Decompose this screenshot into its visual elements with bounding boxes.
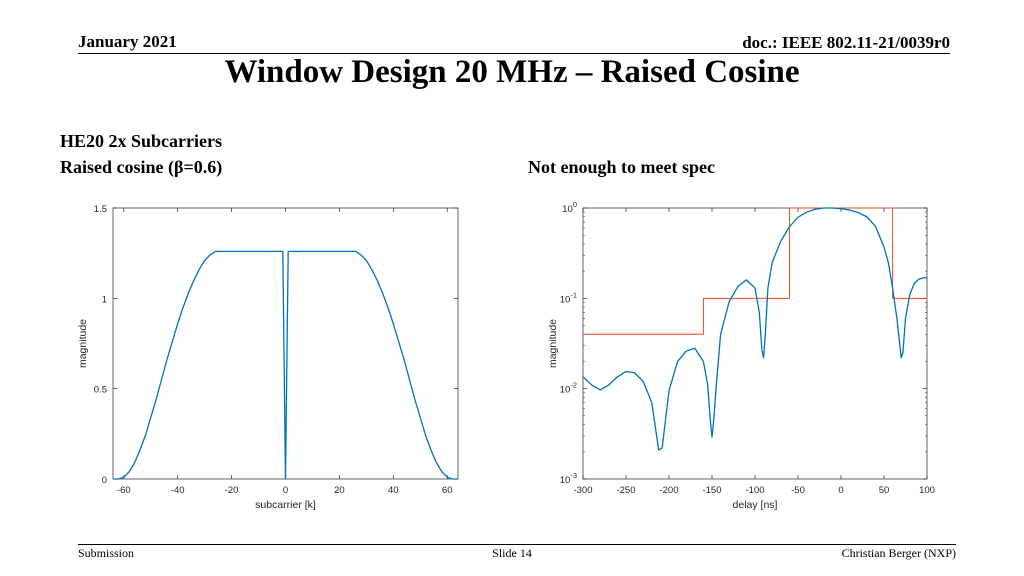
chart1-xtick-label: 60 [442, 485, 453, 496]
chart2-xtick-label: 50 [879, 485, 890, 496]
chart1-xtick-label: -40 [171, 485, 185, 496]
chart2-xtick-label: -200 [659, 485, 678, 496]
chart1-series-magnitude [113, 250, 458, 480]
chart2-series-magnitude [582, 207, 928, 451]
chart1-xtick-label: 20 [334, 485, 345, 496]
header-date: January 2021 [78, 32, 177, 51]
chart1-xtick-label: 40 [388, 485, 399, 496]
slide-title: Window Design 20 MHz – Raised Cosine [224, 54, 800, 90]
footer-slide-number: Slide 14 [492, 546, 532, 560]
subtitle-right: Not enough to meet spec [528, 157, 715, 177]
chart1-ytick-label: 1 [102, 294, 107, 305]
chart2-ytick-label: 10-1 [560, 290, 577, 305]
header-doc-id: doc.: IEEE 802.11-21/0039r0 [742, 33, 950, 52]
chart2-xtick-label: -50 [791, 485, 805, 496]
chart2-ytick-label: 10-2 [560, 381, 577, 396]
chart1-ylabel: magnitude [77, 319, 89, 368]
chart1-xlabel: subcarrier [k] [255, 499, 316, 511]
footer-author: Christian Berger (NXP) [841, 546, 956, 560]
chart2-xtick-label: 100 [919, 485, 935, 496]
footer-submission: Submission [78, 546, 135, 560]
chart1-xtick-label: -60 [117, 485, 131, 496]
chart2-series-spec-mask [583, 207, 927, 335]
chart2-ytick-label: 100 [562, 200, 577, 215]
chart2-ytick-label: 10-3 [560, 471, 577, 486]
chart2-ylabel: magnitude [547, 319, 559, 368]
chart2-xtick-label: -100 [745, 485, 764, 496]
chart2-xtick-label: -300 [573, 485, 592, 496]
chart1-xtick-label: 0 [283, 485, 288, 496]
chart2-xtick-label: 0 [838, 485, 843, 496]
footer-divider [78, 544, 956, 545]
chart1-ytick-label: 1.5 [94, 204, 107, 215]
chart1-ytick-label: 0 [102, 475, 107, 486]
subtitle-line2: Raised cosine (β=0.6) [60, 157, 223, 177]
subtitle-line1: HE20 2x Subcarriers [60, 131, 222, 151]
chart1-xtick-label: -20 [225, 485, 239, 496]
chart2-plot-frame [582, 207, 928, 480]
chart2-xlabel: delay [ns] [733, 499, 778, 511]
header-divider [78, 53, 950, 54]
chart2-xtick-label: -150 [702, 485, 721, 496]
chart2-xtick-label: -250 [616, 485, 635, 496]
chart1-ytick-label: 0.5 [94, 385, 107, 396]
